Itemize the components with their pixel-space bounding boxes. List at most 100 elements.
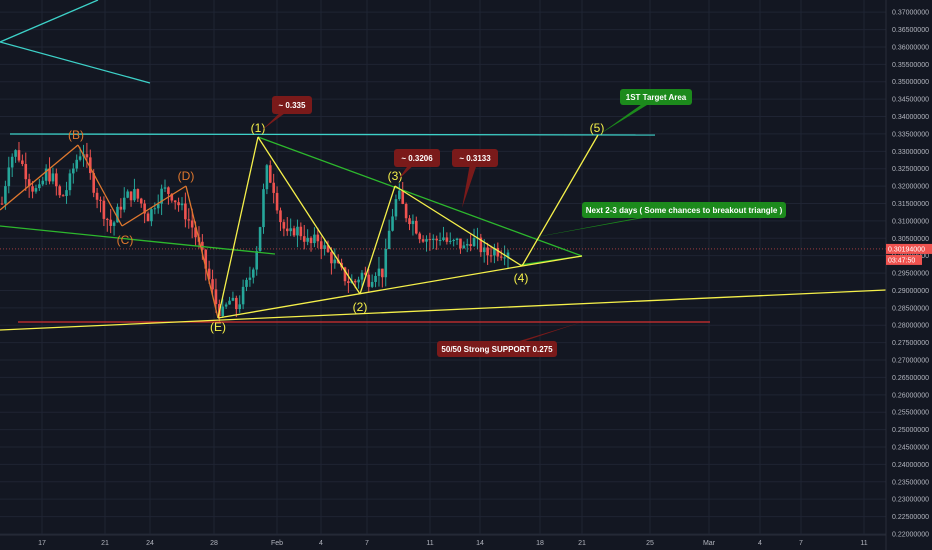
- x-tick-label: 28: [210, 540, 218, 547]
- candle-body: [268, 165, 272, 183]
- y-tick-label: 0.27000000: [892, 358, 929, 365]
- wave-label: (1): [251, 121, 266, 135]
- x-tick-label: 24: [146, 540, 154, 547]
- candle-body: [133, 189, 136, 201]
- x-tick-label: 18: [536, 540, 544, 547]
- candle-body: [398, 190, 401, 200]
- candle-body: [493, 247, 496, 256]
- candle-body: [442, 237, 445, 241]
- candle-body: [306, 237, 309, 242]
- candle-body: [296, 226, 299, 236]
- y-tick-label: 0.25500000: [892, 410, 929, 417]
- candle-body: [255, 251, 258, 270]
- candle-body: [285, 228, 289, 232]
- candle-body: [472, 238, 476, 246]
- y-tick-label: 0.31500000: [892, 201, 929, 208]
- candle-body: [122, 197, 126, 210]
- wave-3-leg: [359, 185, 396, 295]
- y-tick-label: 0.35000000: [892, 79, 929, 86]
- candle-body: [425, 239, 428, 242]
- candle-body: [204, 249, 208, 269]
- y-tick-label: 0.26500000: [892, 375, 929, 382]
- y-tick-label: 0.22000000: [892, 531, 929, 538]
- candle-body: [139, 198, 143, 204]
- candle-body: [262, 189, 265, 228]
- callout-box: [452, 149, 498, 167]
- candle-body: [258, 227, 262, 252]
- candle-body: [99, 199, 102, 201]
- candle-body: [384, 249, 388, 278]
- candle-body: [462, 245, 466, 249]
- wave-1-leg: [217, 136, 259, 319]
- candle-body: [85, 154, 89, 158]
- candle-body: [160, 188, 163, 204]
- y-tick-label: 0.29000000: [892, 288, 929, 295]
- x-axis[interactable]: 17 21 24 28 Feb 4 7 11 14 18 21 25 Mar 4 7 11: [0, 534, 886, 547]
- y-tick-label: 0.32500000: [892, 166, 929, 173]
- candle-body: [360, 272, 364, 280]
- candle-body: [282, 222, 286, 229]
- candle-body: [180, 203, 184, 206]
- candle-body: [330, 251, 333, 264]
- callout-pointer: [600, 97, 660, 134]
- y-tick-label: 0.24500000: [892, 444, 929, 451]
- candle-body: [333, 259, 337, 264]
- candle-body: [482, 247, 486, 253]
- candle-body: [343, 267, 347, 282]
- candle-body: [415, 220, 418, 234]
- y-tick-label: 0.32000000: [892, 184, 929, 191]
- candle-body: [119, 206, 123, 210]
- candle-body: [116, 206, 119, 223]
- callout-box: [582, 202, 786, 218]
- callouts: ~ 0.335 ~ 0.3206 ~ 0.3133 1ST Target Area Ne…: [262, 89, 786, 357]
- candle-body: [167, 187, 170, 194]
- candle-body: [496, 247, 500, 257]
- candle-body: [7, 167, 11, 187]
- candle-body: [421, 239, 425, 242]
- candle-body: [377, 268, 381, 276]
- candle-body: [88, 157, 92, 174]
- callout-box: [437, 341, 557, 357]
- candle-body: [173, 200, 177, 203]
- candle-body: [238, 304, 242, 310]
- wave-b-line: [0, 144, 79, 211]
- wave-2-leg: [257, 136, 361, 295]
- candle-body: [428, 239, 432, 241]
- candle-body: [14, 150, 17, 157]
- green-trend-line-left: [0, 225, 276, 255]
- callout-box: [620, 89, 692, 105]
- candle-body: [21, 160, 24, 165]
- wave-label: (B): [68, 128, 84, 142]
- wave-c-line: [77, 144, 123, 227]
- yellow-triangle-lower: [217, 265, 523, 319]
- green-triangle-upper: [257, 136, 583, 257]
- wave-e-line: [185, 185, 219, 319]
- callout-box: [272, 96, 312, 114]
- candle-body: [448, 240, 452, 242]
- candle-body: [326, 245, 330, 252]
- candle-body: [316, 234, 320, 242]
- y-axis[interactable]: 0.37000000 0.36500000 0.36000000 0.35500000…: [885, 0, 932, 550]
- cyan-resistance-line: [9, 133, 656, 136]
- candle-body: [201, 241, 204, 250]
- candle-body: [75, 159, 79, 169]
- callout-box: [394, 149, 440, 167]
- y-tick-label: 0.35500000: [892, 62, 929, 69]
- candle-body: [190, 220, 194, 228]
- x-tick-label: 7: [799, 540, 803, 547]
- candle-body: [102, 200, 106, 219]
- candle-body: [109, 219, 112, 226]
- wave-label: (C): [117, 233, 134, 247]
- candle-body: [136, 189, 140, 199]
- candle-body: [309, 237, 313, 244]
- candle-body: [299, 226, 303, 237]
- candle-body: [146, 213, 150, 222]
- candle-body: [65, 190, 68, 197]
- candle-body: [367, 274, 371, 287]
- candle-body: [153, 208, 157, 210]
- callout-label: 50/50 Strong SUPPORT 0.275: [441, 345, 553, 354]
- candle-body: [319, 241, 323, 250]
- candle-body: [275, 192, 279, 211]
